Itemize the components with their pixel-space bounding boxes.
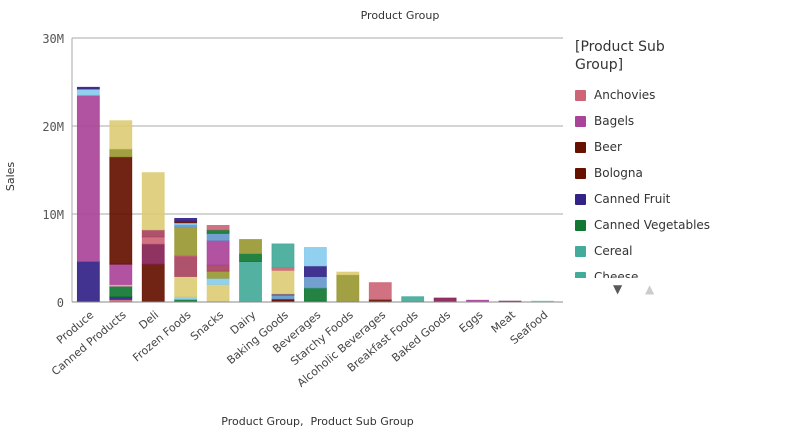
bar-segment [271, 243, 295, 269]
legend-item[interactable]: Canned Vegetables [575, 212, 795, 238]
bar-segment [239, 253, 262, 262]
legend-label: Canned Vegetables [594, 218, 711, 232]
bar-segment [141, 236, 165, 245]
bar-segment [76, 94, 100, 262]
legend-label: Cereal [594, 244, 633, 258]
y-tick-label: 20M [42, 120, 64, 134]
legend-swatch [575, 141, 586, 153]
y-tick-label: 10M [42, 208, 64, 222]
bar-segment [303, 265, 327, 277]
chart-title: Product Group [360, 9, 440, 22]
legend-title: [Product Sub Group] [575, 39, 665, 73]
bar-segment [174, 255, 198, 277]
legend-label: Anchovies [594, 88, 656, 102]
legend-swatch [575, 193, 586, 205]
bar-segment [109, 120, 133, 150]
bar-segment [206, 270, 230, 279]
x-tick-label: Eggs [457, 308, 486, 335]
bar-segment [303, 276, 327, 289]
legend-label: Bologna [594, 166, 643, 180]
bar-segment [109, 263, 133, 285]
legend-item[interactable]: Anchovies [575, 82, 795, 108]
bar-segment [141, 243, 165, 265]
bar-segment [206, 264, 230, 272]
legend-swatch [575, 89, 586, 101]
bar-segment [109, 285, 133, 298]
legend-scroll-up-button[interactable]: ▲ [645, 282, 655, 296]
bar-segment [174, 217, 198, 222]
y-tick-label: 30M [42, 32, 64, 46]
y-tick-label: 0 [57, 296, 64, 310]
legend-label: Beer [594, 140, 622, 154]
legend-swatch [575, 115, 586, 127]
bar-segment [76, 86, 100, 90]
bar-segment [336, 271, 360, 276]
legend-item[interactable]: Bagels [575, 108, 795, 134]
bar-segment [239, 261, 262, 303]
bar-segment [239, 239, 262, 255]
bar-segment [76, 88, 100, 96]
bar-segment [141, 229, 165, 238]
legend-item[interactable]: Cheese [575, 264, 795, 278]
bar-segment [109, 148, 133, 158]
x-tick-label: Snacks [188, 308, 226, 343]
bar-segment [141, 263, 165, 303]
bar-segment [368, 282, 392, 300]
bar-segment [401, 296, 425, 303]
x-axis-label: Product Group, Product Sub Group [221, 415, 414, 428]
bar-segment [206, 229, 230, 234]
bar-segment [174, 226, 198, 256]
legend-label: Canned Fruit [594, 192, 671, 206]
bar-segment [271, 294, 295, 300]
legend-item[interactable]: Canned Fruit [575, 186, 795, 212]
legend-label: Cheese [594, 270, 639, 278]
bar-segment [206, 239, 230, 266]
bar-segment [433, 297, 457, 303]
bar-segment [336, 274, 360, 303]
bar-segment [206, 232, 230, 241]
bar-segment [303, 247, 327, 267]
bar-segment [303, 287, 327, 302]
legend-swatch [575, 245, 586, 257]
bar-segment [174, 276, 198, 298]
legend-item[interactable]: Bologna [575, 160, 795, 186]
legend: [Product Sub Group] Anchovies Bagels Beer B… [575, 38, 795, 278]
legend-label: Bagels [594, 114, 635, 128]
bar-segment [206, 225, 230, 231]
bar-segment [109, 156, 133, 265]
legend-swatch [575, 167, 586, 179]
bar-segment [76, 261, 100, 303]
bar-segment [206, 283, 230, 303]
legend-swatch [575, 219, 586, 231]
legend-item[interactable]: Cereal [575, 238, 795, 264]
x-tick-label: Frozen Foods [130, 308, 193, 364]
legend-item[interactable]: Beer [575, 134, 795, 160]
bar-segment [271, 269, 295, 295]
legend-swatch [575, 271, 586, 278]
bar-segment [141, 172, 165, 231]
bar-segment [206, 277, 230, 285]
x-tick-label: Deli [136, 308, 161, 332]
legend-scroll-down-button[interactable]: ▼ [613, 282, 623, 296]
